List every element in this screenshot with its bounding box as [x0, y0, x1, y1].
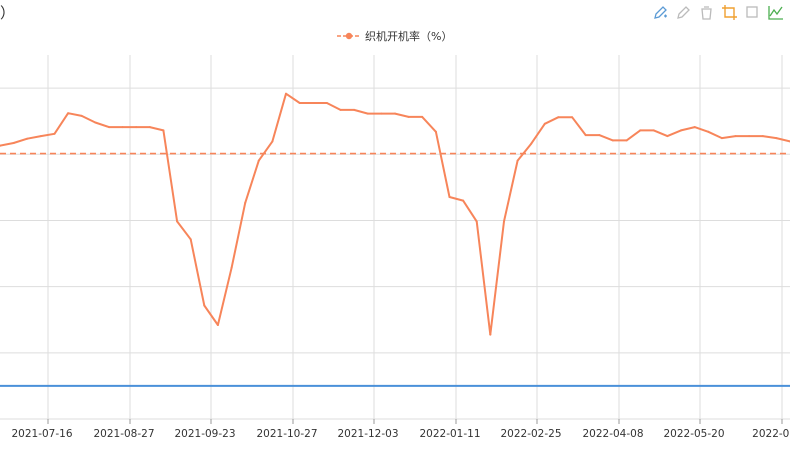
data-point[interactable]	[748, 135, 751, 138]
data-point[interactable]	[312, 102, 315, 104]
data-point[interactable]	[652, 129, 655, 132]
data-point[interactable]	[244, 201, 247, 204]
data-point[interactable]	[598, 134, 601, 137]
x-tick-label: 2022-01-11	[419, 428, 480, 440]
data-point[interactable]	[680, 129, 682, 132]
data-point[interactable]	[448, 196, 451, 198]
data-point[interactable]	[666, 135, 669, 138]
data-point[interactable]	[720, 137, 723, 140]
data-point[interactable]	[421, 115, 424, 118]
series-points	[0, 92, 790, 336]
x-tick-label: 2021-08-27	[93, 428, 154, 440]
data-point[interactable]	[203, 304, 206, 307]
data-point[interactable]	[271, 140, 274, 143]
x-tick-label: 2021-10-27	[256, 428, 317, 440]
data-point[interactable]	[707, 130, 710, 133]
data-point[interactable]	[366, 112, 369, 115]
data-point[interactable]	[625, 139, 628, 142]
data-point[interactable]	[0, 144, 1, 147]
data-point[interactable]	[26, 137, 29, 140]
data-point[interactable]	[530, 142, 533, 145]
line-chart-icon[interactable]	[767, 4, 784, 21]
data-point[interactable]	[639, 129, 642, 132]
data-point[interactable]	[462, 199, 465, 202]
restore-icon[interactable]	[744, 4, 761, 21]
data-point[interactable]	[12, 142, 15, 144]
data-point[interactable]	[339, 108, 342, 111]
data-point[interactable]	[734, 135, 737, 138]
data-point[interactable]	[503, 220, 505, 223]
reference-lines	[0, 152, 790, 387]
data-point[interactable]	[543, 122, 546, 125]
data-point[interactable]	[489, 333, 492, 336]
chart-legend[interactable]: 织机开机率（%）	[337, 28, 452, 44]
legend-line-symbol	[337, 32, 361, 40]
data-point[interactable]	[285, 92, 287, 95]
data-point[interactable]	[407, 115, 410, 118]
chart-grid	[0, 55, 790, 420]
data-point[interactable]	[67, 112, 70, 115]
data-point[interactable]	[162, 129, 165, 132]
data-point[interactable]	[176, 220, 179, 223]
data-point[interactable]	[80, 114, 83, 117]
x-axis-ticks: 2021-07-16 2021-08-27 2021-09-23 2021-10-27…	[11, 419, 790, 440]
data-point[interactable]	[380, 112, 383, 115]
series-line	[0, 92, 790, 336]
data-point[interactable]	[434, 130, 437, 133]
legend-label: 织机开机率（%）	[365, 30, 453, 43]
data-point[interactable]	[775, 137, 778, 140]
data-point[interactable]	[148, 126, 151, 129]
edit-pencil-icon[interactable]	[652, 4, 669, 21]
data-point[interactable]	[298, 102, 301, 104]
data-point[interactable]	[353, 108, 356, 111]
data-point[interactable]	[325, 102, 328, 104]
chart-title-fragment: ）	[0, 4, 16, 22]
data-point[interactable]	[516, 159, 519, 162]
x-tick-label: 2022-05-20	[663, 428, 724, 440]
x-tick-label: 2021-09-23	[174, 428, 235, 440]
data-point[interactable]	[761, 135, 764, 138]
data-point[interactable]	[108, 126, 110, 129]
data-point[interactable]	[257, 159, 260, 162]
trash-icon[interactable]	[698, 4, 715, 21]
data-point[interactable]	[571, 116, 574, 119]
data-point[interactable]	[557, 116, 560, 119]
x-tick-label: 2022-07-	[752, 428, 790, 440]
data-point[interactable]	[475, 220, 478, 223]
data-point[interactable]	[693, 126, 696, 129]
data-point[interactable]	[611, 139, 614, 142]
crop-icon[interactable]	[721, 4, 738, 21]
data-point[interactable]	[53, 132, 56, 135]
x-tick-label: 2021-07-16	[11, 428, 72, 440]
x-tick-label: 2021-12-03	[337, 428, 398, 440]
data-point[interactable]	[121, 126, 124, 129]
data-point[interactable]	[94, 121, 97, 124]
eraser-icon[interactable]	[675, 4, 692, 21]
x-tick-label: 2022-02-25	[500, 428, 561, 440]
data-point[interactable]	[394, 112, 396, 115]
data-point[interactable]	[230, 266, 233, 269]
x-tick-label: 2022-04-08	[582, 428, 643, 440]
data-point[interactable]	[135, 126, 138, 129]
data-point[interactable]	[584, 134, 587, 137]
chart-toolbar	[652, 4, 784, 21]
data-point[interactable]	[216, 324, 219, 326]
data-point[interactable]	[189, 238, 192, 241]
data-point[interactable]	[39, 135, 42, 138]
